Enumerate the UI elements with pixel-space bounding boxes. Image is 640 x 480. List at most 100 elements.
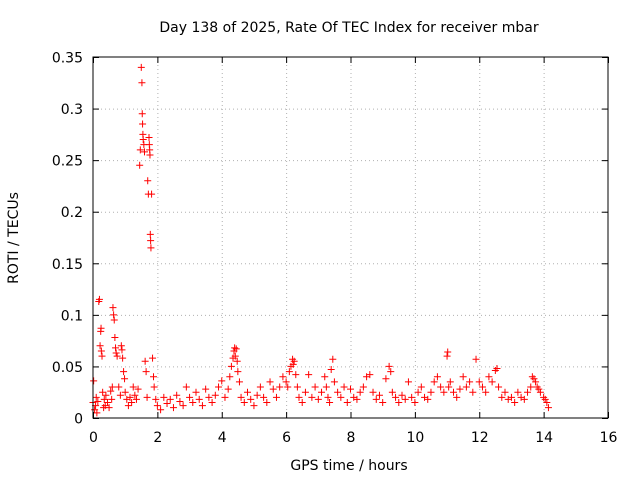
data-point — [208, 399, 216, 407]
data-point — [530, 375, 538, 383]
data-point — [544, 404, 552, 412]
data-point — [108, 395, 116, 403]
axis-ticks — [93, 57, 609, 419]
data-point — [308, 393, 316, 401]
data-point — [112, 344, 120, 352]
x-tick-label: 14 — [535, 430, 553, 446]
data-point — [176, 397, 184, 405]
data-point — [96, 342, 104, 350]
data-point — [99, 388, 107, 396]
data-point — [150, 383, 158, 391]
data-point — [453, 393, 461, 401]
data-point — [163, 400, 171, 408]
data-point — [329, 355, 337, 363]
data-point — [118, 346, 126, 354]
data-point — [482, 388, 490, 396]
data-point — [485, 373, 493, 381]
data-point — [120, 368, 128, 376]
data-point — [182, 383, 190, 391]
data-point — [311, 383, 319, 391]
data-point — [141, 148, 148, 156]
data-point — [250, 402, 258, 410]
data-point — [198, 402, 206, 410]
data-point — [134, 385, 142, 393]
data-point — [398, 391, 406, 399]
data-point — [231, 344, 239, 352]
data-point — [95, 295, 103, 303]
data-point — [150, 373, 158, 381]
data-point — [111, 334, 119, 342]
data-point — [152, 395, 160, 403]
data-point — [417, 383, 425, 391]
data-point — [105, 404, 113, 412]
y-tick-label: 0.05 — [52, 360, 83, 376]
data-point — [469, 388, 477, 396]
data-point — [189, 399, 197, 407]
data-point — [401, 395, 409, 403]
data-point — [186, 393, 194, 401]
data-point — [541, 395, 549, 403]
data-point — [98, 352, 106, 360]
data-point — [527, 383, 535, 391]
data-point — [272, 393, 280, 401]
data-point — [326, 399, 334, 407]
data-point — [138, 79, 146, 87]
data-point — [113, 352, 121, 360]
data-point — [445, 383, 453, 391]
data-point — [511, 399, 519, 407]
data-point — [92, 393, 100, 401]
data-point — [132, 395, 140, 403]
data-point — [211, 391, 219, 399]
data-point — [179, 402, 187, 410]
x-tick-label: 2 — [153, 430, 162, 446]
data-point — [234, 368, 242, 376]
tick-labels: 0 2 4 6 8 10 12 14 16 0 0.05 0.1 0.15 0.2 0.25 0.3 0.35 — [52, 51, 618, 447]
data-point — [269, 385, 277, 393]
data-point — [532, 378, 540, 386]
data-point — [149, 354, 157, 362]
data-point — [256, 383, 264, 391]
data-point — [144, 177, 152, 185]
data-point — [282, 378, 290, 386]
data-point — [131, 391, 139, 399]
data-point — [97, 324, 105, 332]
data-point — [153, 402, 161, 410]
data-point — [119, 354, 127, 362]
data-point — [108, 383, 116, 391]
data-point — [475, 378, 483, 386]
data-point — [129, 383, 137, 391]
y-tick-label: 0.2 — [61, 205, 83, 221]
x-tick-label: 4 — [218, 430, 227, 446]
data-point — [353, 395, 361, 403]
data-point — [466, 378, 474, 386]
x-tick-label: 8 — [347, 430, 356, 446]
data-point — [126, 393, 134, 401]
data-point — [253, 391, 261, 399]
data-point — [440, 388, 448, 396]
data-point — [456, 385, 464, 393]
data-point — [224, 385, 232, 393]
data-point — [404, 378, 412, 386]
data-point — [93, 409, 101, 417]
y-tick-label: 0.35 — [52, 51, 83, 67]
data-point — [218, 377, 226, 385]
data-point — [260, 393, 268, 401]
data-point — [379, 399, 387, 407]
data-point — [430, 378, 438, 386]
data-point — [290, 357, 298, 365]
data-point — [343, 399, 351, 407]
data-point — [100, 395, 108, 403]
data-point — [324, 393, 332, 401]
data-point — [195, 395, 203, 403]
data-point — [166, 395, 174, 403]
data-point — [231, 352, 239, 360]
data-point — [298, 399, 306, 407]
data-point — [395, 399, 403, 407]
data-point — [145, 133, 153, 141]
data-point — [143, 393, 151, 401]
data-point — [148, 190, 156, 198]
data-point — [221, 393, 229, 401]
data-point — [501, 388, 509, 396]
data-point — [169, 404, 177, 412]
data-point — [340, 383, 348, 391]
